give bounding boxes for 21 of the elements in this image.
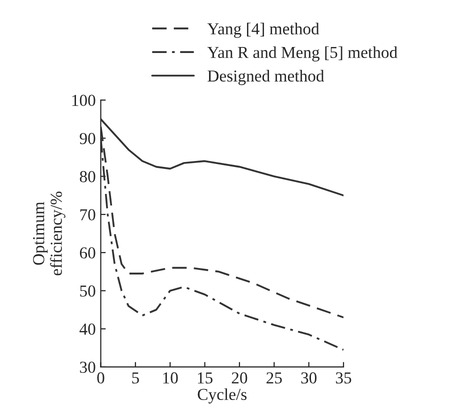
y-tick-label: 90	[80, 132, 96, 144]
legend-label: Yang [4] method	[207, 22, 320, 38]
x-tick-label: 35	[336, 372, 352, 384]
x-tick-label: 20	[232, 372, 248, 384]
y-tick-label: 50	[80, 285, 96, 297]
y-tick-label: 70	[80, 209, 96, 220]
legend-label: Yan R and Meng [5] method	[207, 46, 398, 62]
y-tick-label: 40	[80, 324, 96, 335]
x-tick-label: 0	[97, 372, 104, 384]
x-tick-label: 5	[132, 372, 139, 384]
y-tick-label: 80	[80, 171, 96, 182]
legend-label: Designed method	[208, 70, 324, 86]
x-tick-label: 15	[198, 372, 212, 384]
y-tick-label: 30	[80, 362, 96, 373]
x-tick-label: 25	[266, 372, 282, 384]
y-tick-label: 100	[72, 94, 96, 106]
x-tick-label: 10	[163, 372, 178, 384]
x-tick-label: 30	[301, 372, 317, 384]
y-axis-title: Optimum efficiency/%	[33, 192, 66, 276]
y-tick-label: 60	[80, 247, 96, 259]
x-axis-title: Cycle/s	[198, 388, 247, 404]
